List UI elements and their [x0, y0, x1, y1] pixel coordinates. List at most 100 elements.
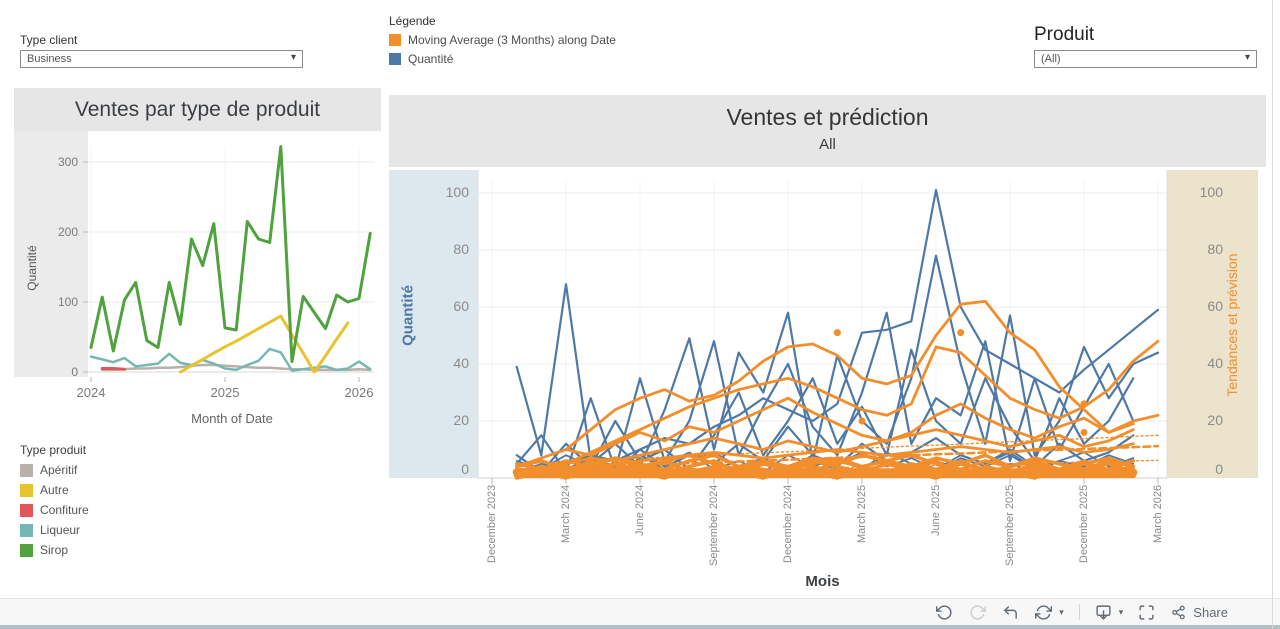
type-produit-swatch — [20, 543, 33, 557]
moving-average-line — [514, 467, 1136, 480]
type-produit-item[interactable]: Autre — [20, 483, 89, 497]
forecast-dot — [833, 329, 841, 337]
left-chart[interactable]: Quantité 0 100 200 300 2024 2025 2026 Month o… — [14, 131, 381, 441]
produit-select[interactable]: (All) ▾ — [1034, 50, 1257, 68]
revert-icon[interactable] — [1002, 603, 1020, 621]
ytick-label: 200 — [57, 225, 78, 239]
right-chart-panel: Ventes et prédiction All Quantité Tendan… — [389, 95, 1266, 597]
type-produit-item[interactable]: Confiture — [20, 503, 89, 517]
moving-average-line — [564, 339, 1160, 466]
legend-label: Moving Average (3 Months) along Date — [408, 33, 616, 47]
ytick-label: 0 — [1215, 461, 1223, 477]
type-produit-item[interactable]: Liqueur — [20, 523, 89, 537]
undo-icon[interactable] — [936, 603, 954, 621]
refresh-icon[interactable] — [1035, 603, 1053, 621]
type-client-filter: Type client Business ▾ — [20, 33, 303, 68]
series-Confiture — [100, 367, 126, 371]
legend-title: Légende — [389, 14, 436, 28]
ytick-label: 40 — [453, 355, 469, 371]
page-right-border — [1272, 0, 1273, 629]
right-chart-subtitle: All — [819, 136, 836, 153]
type-produit-legend-items: Apéritif Autre Confiture Liqueur Sirop — [20, 463, 89, 557]
series-Apéritif — [100, 363, 372, 372]
xtick-label: 2024 — [76, 385, 106, 400]
tableau-toolbar: ▾ ▾ Share — [0, 598, 1280, 625]
ytick-label: 300 — [57, 155, 78, 169]
fullscreen-icon[interactable] — [1138, 603, 1156, 621]
left-chart-plot[interactable] — [14, 131, 381, 441]
moving-average-line — [564, 299, 1135, 451]
rxtick-label: June 2025 — [930, 484, 942, 536]
legend-panel: Légende Moving Average (3 Months) along … — [389, 14, 616, 71]
rxtick-label: March 2024 — [560, 484, 572, 543]
ytick-label: 60 — [1207, 298, 1223, 314]
type-produit-swatch — [20, 463, 33, 477]
forecast-dot — [957, 329, 965, 337]
series-Autre — [178, 314, 350, 374]
legend-swatch — [389, 53, 401, 65]
type-produit-label: Sirop — [40, 543, 69, 557]
series-Liqueur — [89, 347, 372, 372]
type-produit-label: Autre — [40, 483, 69, 497]
type-produit-swatch — [20, 523, 33, 537]
legend-item[interactable]: Quantité — [389, 52, 616, 66]
ytick-label: 80 — [1207, 241, 1223, 257]
chevron-down-icon[interactable]: ▾ — [1244, 52, 1250, 63]
ytick-label: 40 — [1207, 355, 1223, 371]
type-client-select[interactable]: Business ▾ — [20, 50, 303, 68]
type-produit-label: Liqueur — [40, 523, 81, 537]
ytick-label: 0 — [461, 461, 469, 477]
rxtick-label: December 2023 — [486, 484, 498, 563]
xtick-label: 2025 — [210, 385, 240, 400]
y-axis-band-tendances — [1167, 170, 1258, 478]
share-icon[interactable] — [1171, 604, 1187, 620]
right-chart-x-axis-title: Mois — [805, 573, 840, 590]
quantite-line — [515, 189, 1160, 474]
trend-line — [515, 444, 1160, 471]
forecast-dot — [1080, 428, 1088, 436]
series-Sirop — [89, 145, 372, 363]
refresh-menu-caret-icon[interactable]: ▾ — [1059, 606, 1064, 617]
download-menu-caret-icon[interactable]: ▾ — [1118, 606, 1124, 617]
type-produit-item[interactable]: Sirop — [20, 543, 89, 557]
produit-label: Produit — [1034, 24, 1095, 45]
toolbar-separator — [1078, 604, 1080, 620]
y-axis-band-quantite — [389, 170, 478, 478]
legend-items: Moving Average (3 Months) along Date Quan… — [389, 33, 616, 66]
legend-item[interactable]: Moving Average (3 Months) along Date — [389, 33, 616, 47]
rxtick-label: September 2025 — [1004, 484, 1016, 566]
redo-icon[interactable] — [969, 603, 987, 621]
download-icon[interactable] — [1095, 603, 1113, 621]
rxtick-label: June 2024 — [634, 484, 646, 536]
type-client-label: Type client — [20, 33, 78, 47]
y-axis-title-quantite: Quantité — [399, 285, 417, 346]
produit-value: (All) — [1041, 53, 1061, 65]
trend-line — [515, 434, 1159, 465]
xtick-label: 2026 — [344, 385, 374, 400]
moving-average-line — [514, 459, 1136, 475]
ytick-label: 100 — [1199, 184, 1223, 200]
type-client-value: Business — [27, 53, 72, 65]
ytick-label: 0 — [71, 365, 78, 379]
ytick-label: 100 — [57, 295, 78, 309]
type-produit-swatch — [20, 503, 33, 517]
ytick-label: 100 — [445, 184, 469, 200]
right-chart-plot[interactable] — [389, 170, 1266, 510]
moving-average-line — [515, 428, 1135, 474]
rxtick-label: March 2025 — [856, 484, 868, 543]
ytick-label: 20 — [1207, 412, 1223, 428]
legend-label: Quantité — [408, 52, 454, 66]
ytick-label: 80 — [453, 241, 469, 257]
rxtick-label: December 2025 — [1078, 484, 1090, 563]
share-button[interactable]: Share — [1171, 604, 1228, 620]
right-chart-title: Ventes et prédiction — [726, 104, 929, 130]
type-produit-item[interactable]: Apéritif — [20, 463, 89, 477]
y-axis-title-tendances: Tendances et prévision — [1224, 253, 1240, 397]
type-produit-legend: Type produit Apéritif Autre Confiture Lique… — [20, 443, 89, 563]
left-chart-y-axis-title: Quantité — [25, 245, 39, 291]
quantite-line — [515, 311, 1135, 474]
left-chart-x-axis-title: Month of Date — [191, 411, 273, 426]
chevron-down-icon[interactable]: ▾ — [290, 52, 296, 63]
type-produit-legend-title: Type produit — [20, 443, 87, 457]
